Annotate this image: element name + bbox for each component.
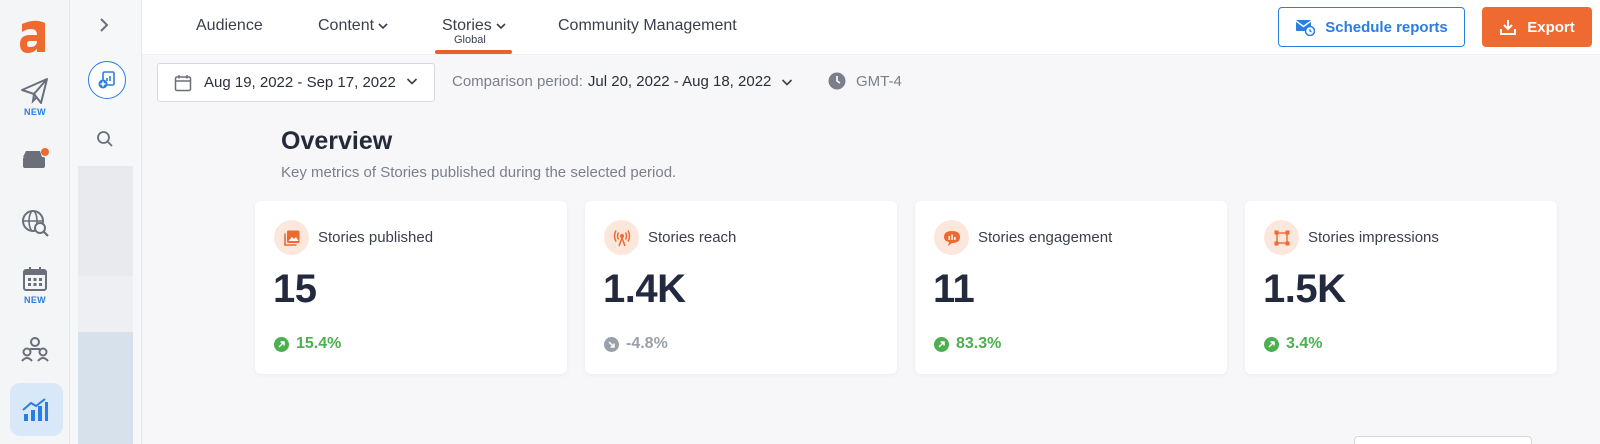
list-item — [78, 276, 133, 332]
image-icon — [274, 220, 309, 255]
timezone-selector[interactable]: GMT-4 — [828, 72, 902, 90]
date-range-value: Aug 19, 2022 - Sep 17, 2022 — [204, 74, 396, 91]
tab-label: Content — [318, 17, 375, 34]
export-button[interactable]: Export — [1482, 7, 1592, 47]
metric-label: Stories engagement — [978, 229, 1113, 246]
trend-up-icon — [1264, 336, 1279, 352]
metric-label: Stories published — [318, 229, 434, 246]
metric-label: Stories reach — [648, 229, 737, 246]
search-icon[interactable] — [96, 130, 114, 153]
chevron-down-icon — [496, 23, 506, 30]
chevron-down-icon — [406, 78, 418, 85]
new-badge: NEW — [24, 107, 46, 117]
add-report-icon — [98, 71, 115, 89]
trend-up-icon — [274, 336, 289, 352]
new-badge: NEW — [24, 295, 46, 305]
chevron-down-icon — [378, 23, 388, 30]
rail-item-publish[interactable]: NEW — [0, 74, 70, 120]
comparison-label: Comparison period: — [452, 73, 583, 90]
chevron-down-icon — [782, 78, 793, 86]
rail-item-inbox[interactable] — [0, 144, 70, 174]
tab-content[interactable]: Content — [318, 17, 388, 35]
logo-icon — [20, 20, 45, 53]
chat-icon — [934, 220, 969, 255]
tab-label: Stories — [442, 17, 492, 34]
frame-icon — [1264, 220, 1299, 255]
download-icon — [1500, 20, 1517, 35]
add-report-button[interactable] — [88, 61, 126, 99]
globe-search-icon — [22, 210, 49, 237]
metric-card-stories-engagement: Stories engagement 11 83.3% — [915, 201, 1227, 374]
paper-plane-icon — [21, 78, 48, 104]
tab-label: Community Management — [558, 17, 737, 34]
trend-down-icon — [604, 336, 619, 352]
metric-change: 15.4% — [274, 335, 341, 353]
metric-change: -4.8% — [604, 335, 668, 353]
rail-item-team[interactable] — [0, 332, 70, 366]
trend-up-icon — [934, 336, 949, 352]
schedule-reports-button[interactable]: Schedule reports — [1278, 7, 1465, 47]
metric-value: 1.5K — [1263, 267, 1346, 311]
tab-audience[interactable]: Audience — [196, 17, 263, 35]
schedule-reports-label: Schedule reports — [1325, 18, 1448, 36]
blurred-list — [78, 166, 133, 444]
tab-stories[interactable]: Stories — [442, 17, 506, 35]
tab-label: Audience — [196, 17, 263, 34]
metric-card-stories-impressions: Stories impressions 1.5K 3.4% — [1245, 201, 1557, 374]
clock-icon — [828, 72, 846, 90]
metric-change: 3.4% — [1264, 335, 1322, 353]
partial-dropdown[interactable] — [1354, 436, 1532, 444]
overview-title: Overview — [281, 127, 393, 155]
team-icon — [21, 337, 49, 362]
rail-active-highlight — [10, 383, 63, 436]
tab-community-management[interactable]: Community Management — [558, 17, 737, 35]
analytics-chart-icon — [22, 398, 48, 421]
metric-change-value: -4.8% — [626, 335, 668, 352]
expand-chevron-icon[interactable] — [98, 16, 110, 39]
list-item — [78, 332, 133, 444]
metric-value: 15 — [273, 267, 317, 311]
top-bar: Audience Content Stories Global Communit… — [142, 0, 1600, 55]
rail-item-analytics[interactable] — [0, 392, 70, 428]
metric-change-value: 83.3% — [956, 335, 1002, 352]
list-item — [78, 166, 133, 276]
rail-item-listening[interactable] — [0, 206, 70, 240]
main-nav-rail: NEW NEW — [0, 0, 70, 444]
metric-change: 83.3% — [934, 335, 1001, 353]
secondary-panel — [70, 0, 142, 444]
metric-label: Stories impressions — [1308, 229, 1439, 246]
export-label: Export — [1527, 18, 1575, 36]
rail-item-calendar[interactable]: NEW — [0, 262, 70, 308]
comparison-value: Jul 20, 2022 - Aug 18, 2022 — [587, 73, 772, 90]
calendar-icon — [174, 74, 192, 91]
metric-change-value: 15.4% — [296, 335, 342, 352]
metric-card-stories-reach: Stories reach 1.4K -4.8% — [585, 201, 897, 374]
tab-stories-sublabel: Global — [454, 34, 486, 46]
inbox-icon — [23, 148, 49, 168]
active-tab-indicator — [435, 50, 512, 54]
timezone-value: GMT-4 — [856, 72, 902, 90]
comparison-period-selector[interactable]: Comparison period: Jul 20, 2022 - Aug 18… — [452, 73, 793, 90]
metric-change-value: 3.4% — [1286, 335, 1323, 352]
broadcast-icon — [604, 220, 639, 255]
date-range-picker[interactable]: Aug 19, 2022 - Sep 17, 2022 — [157, 63, 435, 102]
schedule-mail-icon — [1295, 20, 1316, 36]
metric-value: 11 — [933, 267, 975, 311]
overview-subtitle: Key metrics of Stories published during … — [281, 164, 677, 181]
metric-card-stories-published: Stories published 15 15.4% — [255, 201, 567, 374]
calendar-icon — [23, 267, 47, 291]
metric-value: 1.4K — [603, 267, 686, 311]
brand-logo[interactable] — [0, 14, 70, 58]
